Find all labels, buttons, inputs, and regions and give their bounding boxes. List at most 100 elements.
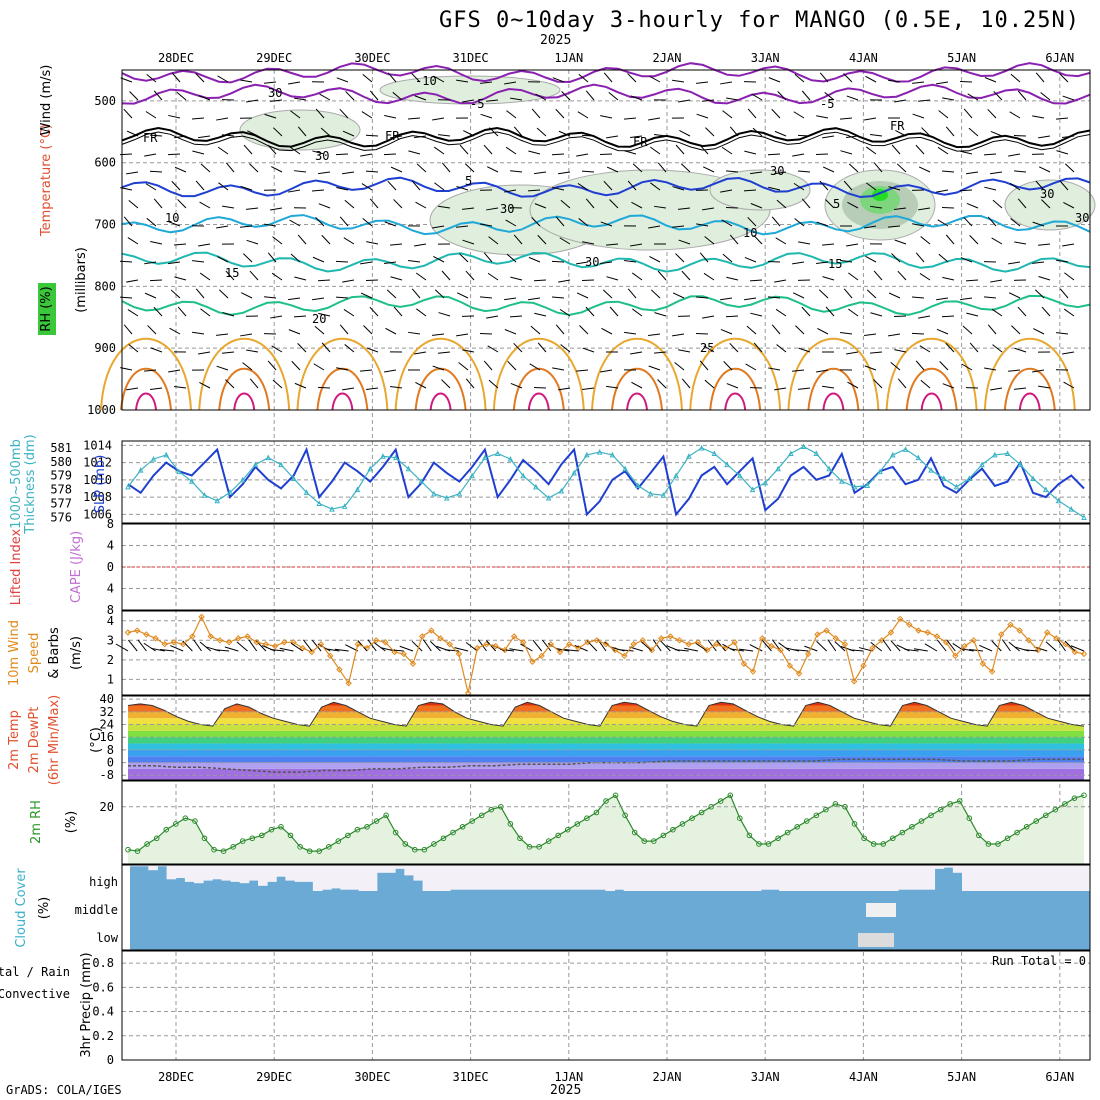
upper-wind-barb <box>657 379 667 389</box>
upper-wind-barb <box>745 363 757 371</box>
upper-wind-barb <box>319 93 331 101</box>
upper-wind-barb <box>627 180 637 191</box>
upper-wind-barb <box>776 344 787 353</box>
cloud-high-gap <box>824 865 835 891</box>
upper-wind-barb <box>267 360 277 371</box>
upper-wind-barb <box>534 312 547 317</box>
wind-barb <box>684 647 699 652</box>
upper-wind-barb <box>270 207 283 211</box>
date-label-top: 29DEC <box>256 51 292 65</box>
upper-wind-barb <box>246 99 259 103</box>
upper-wind-barb <box>288 297 301 301</box>
thickness-label-1: 1000~500mb <box>9 439 24 529</box>
upper-wind-barb <box>816 115 829 119</box>
upper-wind-barb <box>888 292 901 299</box>
upper-wind-barb <box>271 166 283 173</box>
wind-barbs-label: & Barbs <box>47 627 62 679</box>
isotherm-35-line <box>1018 392 1041 411</box>
cloud-high-gap <box>578 865 588 890</box>
upper-wind-barb <box>199 201 211 209</box>
upper-wind-barb <box>632 308 643 317</box>
upper-wind-barb <box>915 360 925 371</box>
wind-barb <box>652 639 662 652</box>
upper-wind-barb <box>458 362 469 371</box>
cloud-high-gap <box>221 865 232 881</box>
upper-wind-barb <box>1038 243 1051 246</box>
wind-tick-label: 2 <box>107 653 114 667</box>
upper-wind-barb <box>794 218 805 227</box>
upper-wind-barb <box>465 378 475 389</box>
upper-wind-barb <box>362 73 373 83</box>
upper-wind-barb <box>509 315 523 318</box>
upper-wind-barb <box>530 325 541 335</box>
wind-speed-line <box>127 615 1085 694</box>
upper-wind-barb <box>577 183 589 191</box>
upper-wind-barb <box>747 108 757 119</box>
upper-wind-barb <box>921 127 931 137</box>
upper-wind-barb <box>918 166 931 173</box>
isotherm-30-line <box>218 367 271 411</box>
upper-wind-barb <box>486 99 499 102</box>
upper-wind-barb <box>722 253 733 263</box>
upper-wind-barb <box>123 324 133 335</box>
upper-wind-barb <box>891 253 901 263</box>
upper-wind-barb <box>984 186 997 191</box>
wind-speed-point <box>786 662 794 669</box>
cloud-panel-frame <box>121 864 1091 951</box>
cloud-high-label: high <box>89 875 118 889</box>
upper-wind-barb <box>216 333 229 336</box>
wind-speed-point <box>850 678 858 685</box>
upper-wind-barb <box>912 81 925 84</box>
cloud-high-gap <box>1080 865 1091 891</box>
wind-speed-point <box>510 633 518 640</box>
upper-wind-barb <box>753 342 763 353</box>
upper-wind-barb <box>1041 306 1051 317</box>
upper-wind-barb <box>720 297 733 301</box>
upper-wind-barb <box>1008 292 1021 299</box>
upper-wind-barb <box>264 113 277 119</box>
wind-speed-point <box>538 652 545 660</box>
upper-wind-barb <box>720 189 733 193</box>
upper-wind-barb <box>225 379 235 389</box>
rh2m-label: 2m RH <box>29 800 44 844</box>
thickness-point <box>1042 486 1049 493</box>
upper-wind-barb <box>199 382 211 389</box>
upper-wind-barb <box>582 387 595 390</box>
thickness-point <box>979 461 985 468</box>
upper-wind-barb <box>938 110 949 119</box>
cloud-high-gap <box>175 865 186 878</box>
upper-wind-barb <box>291 360 301 371</box>
upper-wind-barb <box>777 91 787 101</box>
wind-speed-point <box>198 613 205 621</box>
upper-wind-barb <box>936 81 949 85</box>
upper-wind-barb <box>894 239 907 245</box>
upper-wind-barb <box>486 207 499 211</box>
upper-wind-barb <box>729 126 739 137</box>
upper-wind-barb <box>488 236 499 245</box>
isotherm-25-line <box>591 337 683 411</box>
date-label-bottom: 1JAN <box>554 1070 583 1084</box>
upper-wind-barb <box>342 387 355 391</box>
upper-wind-barb <box>984 296 997 299</box>
cloud-high-gap <box>1062 865 1073 891</box>
upper-wind-barb <box>846 95 859 101</box>
wind-speed-point <box>952 652 959 660</box>
wind-barb <box>816 640 827 652</box>
upper-wind-barb <box>483 252 493 263</box>
upper-wind-barb <box>147 325 157 335</box>
upper-wind-barb <box>297 343 307 353</box>
upper-wind-barb <box>366 387 379 390</box>
upper-wind-barb <box>774 171 787 175</box>
rh-contour-label: 30 <box>268 86 282 100</box>
wind-barb <box>334 648 349 652</box>
upper-wind-barb <box>888 333 901 337</box>
isotherm-label: 15 <box>225 266 239 280</box>
upper-wind-barb <box>384 115 397 119</box>
upper-wind-barb <box>218 289 229 299</box>
wind-barb <box>574 644 588 652</box>
upper-wind-barb <box>264 81 277 84</box>
wind-speed-point <box>189 633 196 640</box>
isotherm-line <box>121 176 1091 199</box>
isotherm-30-line <box>905 367 958 411</box>
precip-tick-label: 0.2 <box>92 1029 114 1043</box>
